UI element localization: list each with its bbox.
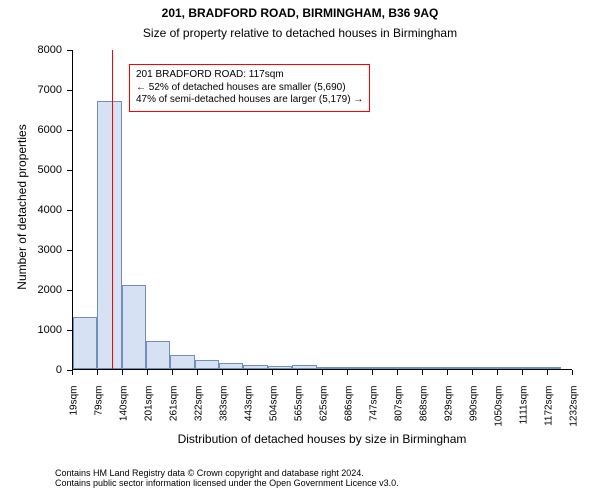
x-tick-label: 747sqm xyxy=(369,386,380,436)
x-tick-mark xyxy=(372,370,373,375)
x-tick-mark xyxy=(572,370,573,375)
y-tick-label: 6000 xyxy=(0,124,62,136)
histogram-bar xyxy=(146,341,170,369)
x-tick-mark xyxy=(447,370,448,375)
x-tick-mark xyxy=(172,370,173,375)
histogram-bar xyxy=(195,360,220,369)
x-tick-mark xyxy=(497,370,498,375)
annotation-line-1: 201 BRADFORD ROAD: 117sqm xyxy=(136,69,363,82)
annotation-line-3: 47% of semi-detached houses are larger (… xyxy=(136,94,363,107)
x-tick-label: 140sqm xyxy=(119,386,130,436)
histogram-bar xyxy=(243,365,268,369)
y-tick-label: 5000 xyxy=(0,164,62,176)
histogram-bar xyxy=(390,367,415,369)
x-tick-label: 19sqm xyxy=(69,386,80,436)
x-tick-mark xyxy=(272,370,273,375)
x-tick-label: 1050sqm xyxy=(494,386,505,436)
x-tick-mark xyxy=(72,370,73,375)
y-tick-mark xyxy=(67,290,72,291)
annotation-box: 201 BRADFORD ROAD: 117sqm ← 52% of detac… xyxy=(129,64,370,112)
y-tick-label: 8000 xyxy=(0,44,62,56)
histogram-bar xyxy=(97,101,122,369)
histogram-bar xyxy=(292,365,316,369)
x-tick-label: 383sqm xyxy=(219,386,230,436)
x-tick-label: 807sqm xyxy=(394,386,405,436)
x-tick-mark xyxy=(322,370,323,375)
chart-title-line2: Size of property relative to detached ho… xyxy=(0,26,600,40)
x-tick-mark xyxy=(422,370,423,375)
y-tick-mark xyxy=(67,210,72,211)
x-tick-mark xyxy=(297,370,298,375)
x-tick-mark xyxy=(222,370,223,375)
histogram-bar xyxy=(341,367,366,369)
y-tick-label: 1000 xyxy=(0,324,62,336)
histogram-bar xyxy=(219,363,243,369)
plot-area: 201 BRADFORD ROAD: 117sqm ← 52% of detac… xyxy=(72,50,572,370)
y-tick-mark xyxy=(67,130,72,131)
y-tick-mark xyxy=(67,330,72,331)
x-tick-label: 261sqm xyxy=(169,386,180,436)
x-tick-mark xyxy=(197,370,198,375)
x-tick-label: 79sqm xyxy=(94,386,105,436)
histogram-bar xyxy=(487,367,512,369)
y-tick-mark xyxy=(67,90,72,91)
x-tick-label: 868sqm xyxy=(419,386,430,436)
x-tick-mark xyxy=(397,370,398,375)
y-tick-mark xyxy=(67,250,72,251)
histogram-bar xyxy=(414,367,439,369)
x-tick-label: 929sqm xyxy=(444,386,455,436)
annotation-line-2: ← 52% of detached houses are smaller (5,… xyxy=(136,82,363,95)
x-tick-label: 322sqm xyxy=(194,386,205,436)
histogram-bar xyxy=(122,285,147,369)
x-tick-mark xyxy=(472,370,473,375)
x-tick-label: 686sqm xyxy=(344,386,355,436)
x-tick-mark xyxy=(347,370,348,375)
y-tick-mark xyxy=(67,50,72,51)
x-tick-label: 1232sqm xyxy=(569,386,580,436)
y-tick-label: 3000 xyxy=(0,244,62,256)
y-tick-label: 0 xyxy=(0,364,62,376)
chart-title-line1: 201, BRADFORD ROAD, BIRMINGHAM, B36 9AQ xyxy=(0,6,600,20)
x-tick-label: 625sqm xyxy=(319,386,330,436)
x-tick-label: 504sqm xyxy=(269,386,280,436)
x-tick-mark xyxy=(97,370,98,375)
x-tick-mark xyxy=(547,370,548,375)
histogram-bar xyxy=(317,367,342,369)
footer-line-2: Contains public sector information licen… xyxy=(55,478,399,488)
x-tick-label: 201sqm xyxy=(144,386,155,436)
x-axis-label: Distribution of detached houses by size … xyxy=(72,432,572,446)
chart-container: 201, BRADFORD ROAD, BIRMINGHAM, B36 9AQ … xyxy=(0,0,600,500)
y-tick-label: 7000 xyxy=(0,84,62,96)
y-tick-label: 2000 xyxy=(0,284,62,296)
x-tick-label: 1172sqm xyxy=(544,386,555,436)
x-tick-label: 565sqm xyxy=(294,386,305,436)
x-tick-mark xyxy=(247,370,248,375)
histogram-bar xyxy=(463,367,487,369)
footer-line-1: Contains HM Land Registry data © Crown c… xyxy=(55,468,399,478)
histogram-bar xyxy=(366,367,390,369)
histogram-bar xyxy=(170,355,195,369)
x-tick-label: 990sqm xyxy=(469,386,480,436)
x-tick-label: 1111sqm xyxy=(519,386,530,436)
x-tick-mark xyxy=(522,370,523,375)
histogram-bar xyxy=(512,367,537,369)
y-tick-mark xyxy=(67,170,72,171)
histogram-bar xyxy=(73,317,97,369)
histogram-bar xyxy=(536,367,560,369)
histogram-bar xyxy=(268,366,293,369)
y-tick-label: 4000 xyxy=(0,204,62,216)
histogram-bar xyxy=(439,367,464,369)
property-marker-line xyxy=(112,50,113,369)
x-tick-mark xyxy=(147,370,148,375)
x-tick-mark xyxy=(122,370,123,375)
x-tick-label: 443sqm xyxy=(244,386,255,436)
footer-attribution: Contains HM Land Registry data © Crown c… xyxy=(55,468,399,488)
